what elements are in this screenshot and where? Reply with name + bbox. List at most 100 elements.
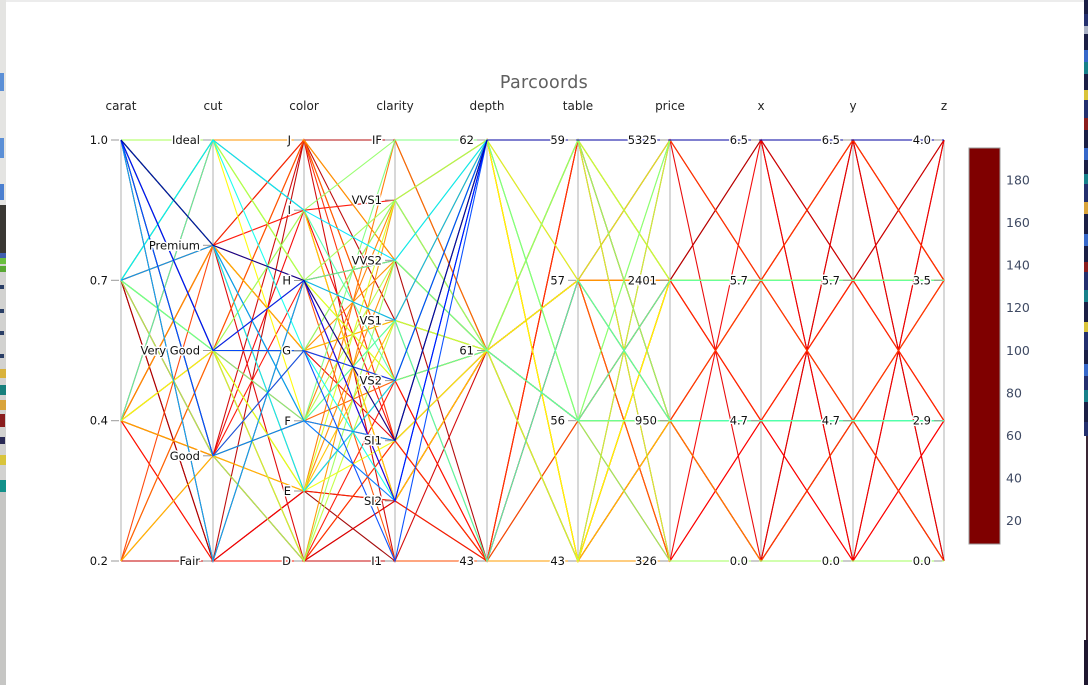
sliver-fragment: [1084, 640, 1088, 685]
colorbar-gradient: [968, 147, 1001, 545]
tick-label: Premium: [149, 238, 200, 252]
tick-label: 950: [635, 414, 657, 428]
sliver-fragment: [1084, 364, 1088, 376]
sliver-fragment: [0, 285, 4, 289]
data-line: [120, 138, 944, 503]
data-line: [120, 138, 944, 382]
sliver-fragment: [1084, 160, 1088, 174]
tick-label: 5.7: [730, 273, 748, 287]
sliver-fragment: [1084, 214, 1088, 234]
tick-label: 3.5: [913, 273, 931, 287]
tick-label: SI1: [364, 434, 382, 448]
tick-label: J: [287, 133, 291, 147]
sliver-fragment: [1084, 332, 1088, 350]
sliver-fragment: [0, 309, 4, 313]
sliver-fragment: [1084, 34, 1088, 50]
data-line: [120, 139, 944, 502]
sliver-fragment: [1084, 50, 1088, 62]
tick-label: 6.5: [822, 133, 840, 147]
tick-label: 0.7: [90, 273, 108, 287]
sliver-fragment: [0, 0, 6, 205]
sliver-fragment: [1084, 0, 1088, 14]
tick-label: F: [284, 414, 291, 428]
sliver-fragment: [0, 205, 6, 253]
tick-label: I: [288, 203, 291, 217]
sliver-fragment: [1084, 322, 1088, 332]
tick-label: 62: [459, 133, 474, 147]
tick-label: 1.0: [90, 133, 108, 147]
tick-label: 4.7: [822, 414, 840, 428]
axis-name-x: x: [757, 99, 764, 113]
tick-label: SI2: [364, 494, 382, 508]
data-line: [120, 319, 944, 563]
sliver-fragment: [1084, 174, 1088, 184]
tick-label: 2.9: [913, 414, 931, 428]
sliver-fragment: [1084, 74, 1088, 90]
axis-name-depth: depth: [470, 99, 505, 113]
axis-name-clarity: clarity: [376, 99, 413, 113]
tick-label: Fair: [179, 554, 200, 568]
colorbar-tick-label: 100: [1006, 343, 1030, 358]
tick-label: Very Good: [140, 344, 200, 358]
data-line: [120, 244, 945, 563]
sliver-fragment: [0, 480, 6, 492]
data-line: [120, 138, 944, 457]
sliver-fragment: [1084, 402, 1088, 422]
sliver-fragment: [1084, 302, 1088, 322]
data-line: [120, 244, 944, 562]
sliver-fragment: [1084, 246, 1088, 262]
sliver-fragment: [0, 138, 4, 158]
tick-label: 326: [635, 554, 657, 568]
tick-label: 4.7: [730, 414, 748, 428]
colorbar-tick-label: 40: [1006, 471, 1022, 486]
tick-label: 43: [459, 554, 474, 568]
colorbar: 180 160 140 120 100 80 60 40 20: [968, 147, 1030, 545]
tick-label: I1: [371, 554, 382, 568]
right-window-sliver: [1084, 0, 1088, 685]
data-lines-layer: [120, 137, 945, 564]
sliver-fragment: [0, 331, 4, 335]
tick-label: 6.5: [730, 133, 748, 147]
tick-label: 0.2: [90, 554, 108, 568]
top-border: [0, 0, 1088, 2]
sliver-fragment: [0, 369, 6, 378]
axis-name-color: color: [289, 99, 319, 113]
sliver-fragment: [1084, 422, 1088, 436]
sliver-fragment: [0, 455, 6, 465]
tick-label: VVS1: [352, 193, 382, 207]
sliver-fragment: [1084, 234, 1088, 246]
sliver-fragment: [1084, 202, 1088, 214]
sliver-fragment: [0, 492, 6, 685]
sliver-fragment: [1084, 262, 1088, 272]
sliver-fragment: [1084, 290, 1088, 302]
sliver-fragment: [1084, 100, 1088, 118]
sliver-fragment: [1084, 184, 1088, 202]
sliver-fragment: [0, 414, 5, 427]
tick-label: 0.0: [822, 554, 840, 568]
data-line: [120, 139, 944, 503]
tick-label: 61: [459, 344, 474, 358]
sliver-fragment: [0, 266, 6, 272]
sliver-fragment: [1084, 62, 1088, 74]
tick-label: 59: [550, 133, 565, 147]
data-line: [120, 138, 944, 503]
data-line: [120, 139, 945, 503]
axis-name-z: z: [941, 99, 947, 113]
sliver-fragment: [0, 437, 5, 444]
axis-name-table: table: [563, 99, 593, 113]
sliver-fragment: [0, 354, 4, 358]
data-line: [121, 138, 944, 382]
data-line: [120, 198, 944, 562]
sliver-fragment: [0, 385, 6, 395]
tick-label: D: [282, 554, 291, 568]
data-line: [120, 259, 944, 422]
sliver-fragment: [1084, 148, 1088, 160]
sliver-fragment: [1084, 350, 1088, 364]
tick-label: 0.0: [730, 554, 748, 568]
tick-label: 56: [550, 414, 565, 428]
sliver-fragment: [1084, 26, 1088, 34]
sliver-fragment: [0, 73, 4, 91]
sliver-fragment: [1084, 90, 1088, 100]
axis-name-cut: cut: [204, 99, 223, 113]
